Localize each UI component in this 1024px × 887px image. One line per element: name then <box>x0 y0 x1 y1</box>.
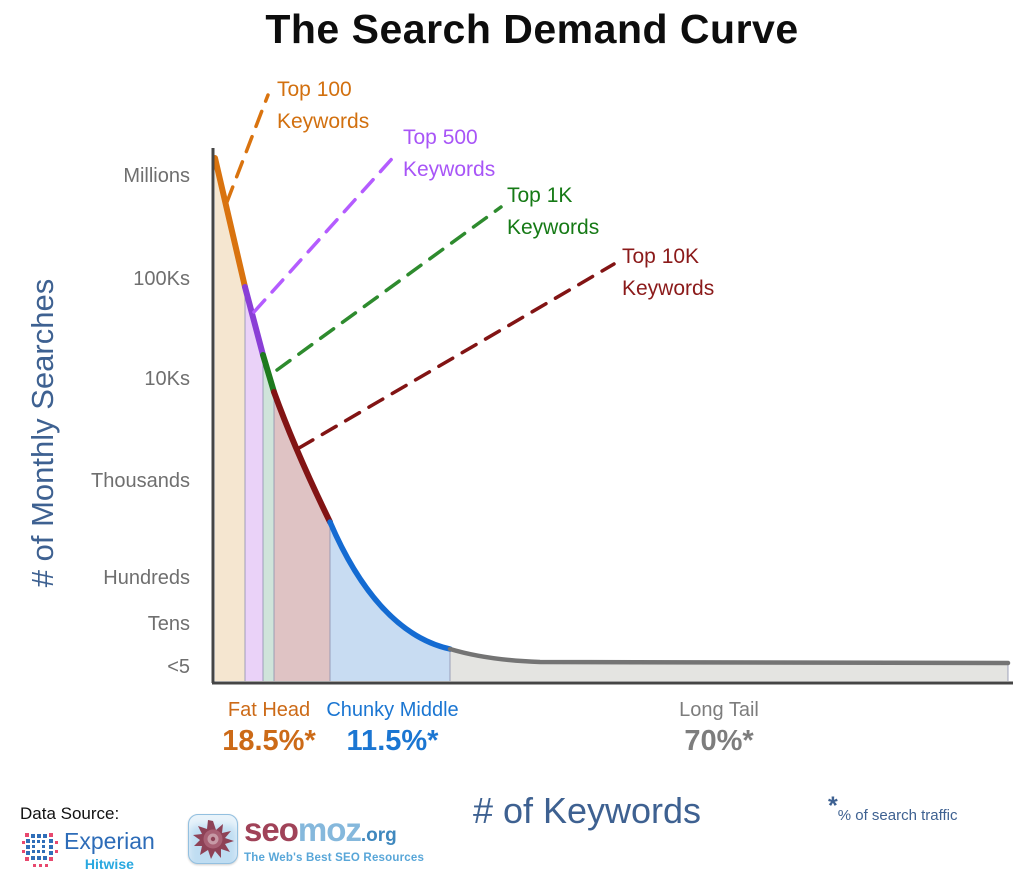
leader-top10k <box>297 262 616 450</box>
segment-fat-head: Fat Head 18.5%* <box>194 699 344 758</box>
callout-top-10k-keywords: Top 10K Keywords <box>622 241 714 305</box>
callout-top-1k-line2: Keywords <box>507 216 600 239</box>
callout-top-10k-line2: Keywords <box>622 277 715 300</box>
callout-top-10k-line1: Top 10K <box>622 245 700 268</box>
callout-top-100-line2: Keywords <box>277 110 370 133</box>
callout-top-500-line1: Top 500 <box>403 126 478 149</box>
experian-logo-icon <box>22 833 58 867</box>
callout-top-500-keywords: Top 500 Keywords <box>403 122 495 186</box>
leader-top1k <box>275 205 503 372</box>
footnote-asterisk: * <box>828 792 838 820</box>
y-tick-hundreds: Hundreds <box>103 567 190 589</box>
chunky-fill-top10k <box>274 392 330 681</box>
chunky-middle-percent: 11.5%* <box>346 725 439 757</box>
curve-top1k-segment <box>260 352 277 395</box>
band-separators <box>244 287 1009 681</box>
callout-top-1k-keywords: Top 1K Keywords <box>507 180 599 244</box>
fat-head-label: Fat Head <box>227 699 311 721</box>
curve-longtail-segment <box>447 646 1011 666</box>
callout-top-100-keywords: Top 100 Keywords <box>277 74 369 138</box>
callout-top-500-line2: Keywords <box>403 158 496 181</box>
traffic-footnote: *% of search traffic <box>828 792 958 825</box>
chunky-middle-label: Chunky Middle <box>326 699 459 721</box>
callout-top-1k-line1: Top 1K <box>507 184 573 207</box>
seomoz-logo: seomoz.org The Web's Best SEO Resources <box>188 810 425 864</box>
experian-brand-text: Experian <box>64 828 155 854</box>
curve-top500-segment <box>242 284 266 358</box>
segment-chunky-middle: Chunky Middle 11.5%* <box>310 699 475 758</box>
curve-top100-segment <box>212 155 248 290</box>
chart-title: The Search Demand Curve <box>265 6 799 52</box>
chunky-fill-middle <box>330 522 450 681</box>
leader-top500 <box>252 150 400 314</box>
fat-head-fill-top500 <box>245 287 263 681</box>
fat-head-fill-top1k <box>263 355 274 681</box>
seomoz-logo-icon <box>188 814 238 864</box>
fat-head-percent: 18.5%* <box>222 725 316 757</box>
hitwise-brand-text: Hitwise <box>84 856 134 872</box>
x-axis-label: # of Keywords <box>472 790 702 831</box>
footnote-text: % of search traffic <box>837 807 958 824</box>
callout-top-100-line1: Top 100 <box>277 78 352 101</box>
y-tick-thousands: Thousands <box>91 470 190 492</box>
y-tick-100ks: 100Ks <box>133 268 190 290</box>
y-tick-10ks: 10Ks <box>144 368 190 390</box>
seomoz-text-moz: moz <box>297 810 362 848</box>
seomoz-text-org: .org <box>360 824 397 846</box>
seomoz-text-seo: seo <box>244 810 299 848</box>
data-source-label: Data Source: <box>20 804 120 823</box>
curve-chunky-segment <box>327 519 453 652</box>
data-source-block: Data Source: <box>20 804 155 872</box>
leader-top100 <box>225 93 270 204</box>
y-tick-millions: Millions <box>123 165 190 187</box>
long-tail-fill <box>450 649 1008 681</box>
segment-long-tail: Long Tail 70%* <box>639 699 799 758</box>
long-tail-label: Long Tail <box>679 699 759 721</box>
fat-head-fill-top100 <box>215 158 245 681</box>
long-tail-percent: 70%* <box>684 725 754 757</box>
curve-top10k-segment <box>271 389 333 525</box>
y-tick-tens: Tens <box>147 613 190 635</box>
seomoz-starburst-icon <box>193 820 234 859</box>
y-tick-lt5: <5 <box>167 656 190 678</box>
seomoz-tagline: The Web's Best SEO Resources <box>244 851 425 864</box>
